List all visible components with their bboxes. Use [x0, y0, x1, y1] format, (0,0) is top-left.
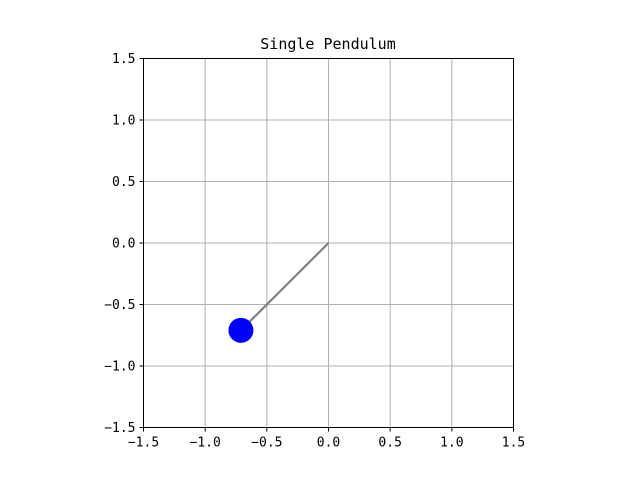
y-tick-label: 1.0 — [112, 114, 135, 129]
x-tick-label: 1.5 — [502, 436, 525, 451]
y-tick-label: −0.5 — [104, 298, 135, 313]
pendulum-rod — [240, 242, 330, 332]
axis-ticks: −1.5 −1.0 −0.5 0.0 0.5 1.0 1.5 1.5 1.0 0.5 0.0 −0.5… — [104, 52, 525, 451]
chart-title: Single Pendulum — [260, 35, 395, 53]
y-tick-label: 0.0 — [112, 237, 135, 252]
x-tick-label: −1.5 — [128, 436, 159, 451]
x-tick-label: −1.0 — [190, 436, 221, 451]
pendulum-bob — [228, 317, 254, 343]
x-tick-label: 1.0 — [440, 436, 463, 451]
x-tick-label: −0.5 — [251, 436, 282, 451]
x-tick-label: 0.5 — [378, 436, 401, 451]
y-tick-label: −1.0 — [104, 360, 135, 375]
y-tick-label: 0.5 — [112, 175, 135, 190]
y-tick-label: −1.5 — [104, 421, 135, 436]
x-tick-label: 0.0 — [317, 436, 340, 451]
y-tick-label: 1.5 — [112, 52, 135, 67]
plot-marks — [228, 242, 330, 343]
